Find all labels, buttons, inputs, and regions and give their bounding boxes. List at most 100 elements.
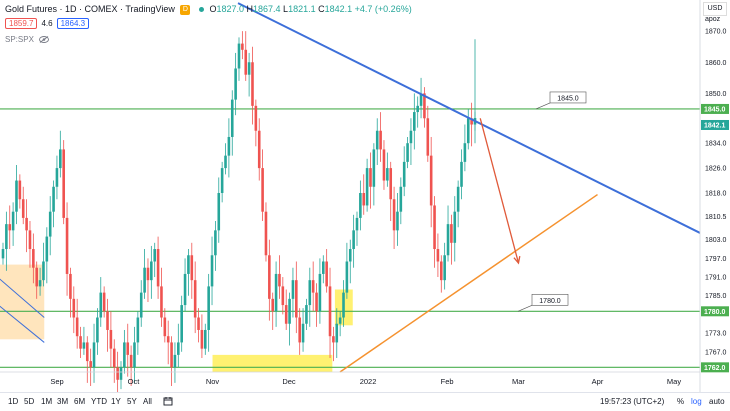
candle-128: [433, 196, 436, 268]
trendline-flag-bottom[interactable]: [0, 293, 45, 343]
candle-46: [156, 236, 160, 299]
buy-price-button[interactable]: 1864.3: [56, 18, 90, 29]
candle-38: [129, 345, 133, 387]
clock[interactable]: 19:57:23 (UTC+2): [600, 397, 665, 406]
percent-toggle[interactable]: %: [677, 397, 685, 406]
candle-117: [396, 193, 399, 246]
projection-arrow[interactable]: [479, 118, 521, 265]
candle-50: [170, 336, 173, 387]
candle-24: [82, 326, 86, 355]
y-tick-label-10: 1850.0: [705, 91, 727, 98]
candle-54: [183, 258, 187, 312]
y-tick-label-11: 1860.0: [705, 60, 727, 67]
range-button-ytd[interactable]: YTD: [91, 397, 107, 406]
candle-100: [338, 311, 342, 337]
candle-20: [69, 267, 72, 318]
x-axis: Sep Oct Nov Dec 2022 Feb Mar Apr May: [0, 371, 700, 386]
candle-55: [187, 249, 190, 296]
candle-95: [321, 255, 325, 284]
range-button-5y[interactable]: 5Y: [127, 397, 137, 406]
level-axis-label-2: 1762.0: [701, 362, 729, 373]
log-toggle[interactable]: log: [691, 397, 702, 406]
y-tick-label-5: 1803.0: [705, 237, 727, 244]
level-label-0: 1845.0: [535, 91, 587, 110]
sell-price-button[interactable]: 1859.7: [5, 18, 38, 29]
candle-12: [42, 242, 45, 287]
symbol-title[interactable]: Gold Futures · 1D · COMEX · TradingView: [5, 4, 175, 14]
candle-121: [409, 118, 413, 165]
range-button-6m[interactable]: 6M: [74, 397, 86, 406]
range-button-1y[interactable]: 1Y: [111, 397, 121, 406]
candle-56: [190, 242, 194, 299]
currency-button[interactable]: USD: [703, 2, 727, 16]
trendline-support[interactable]: [339, 193, 598, 373]
range-button-1d[interactable]: 1D: [8, 397, 19, 406]
candle-99: [335, 308, 339, 358]
candle-71: [241, 31, 244, 60]
x-tick-label-1: Oct: [128, 377, 141, 386]
svg-text:1780.0: 1780.0: [704, 309, 726, 316]
candle-81: [274, 261, 278, 327]
candle-89: [301, 308, 305, 352]
ohlc-values: O1827.0 H1867.4 L1821.1 C1842.1 +4.7 (+0…: [209, 4, 412, 14]
trendline-flag-top[interactable]: [0, 265, 45, 318]
candle-91: [308, 267, 312, 327]
candle-74: [251, 46, 254, 125]
candle-10: [35, 261, 39, 299]
candle-138: [466, 108, 470, 150]
candle-122: [413, 93, 416, 150]
candle-51: [173, 342, 177, 383]
candle-96: [325, 249, 328, 293]
candle-30: [102, 286, 106, 318]
candle-7: [25, 199, 28, 253]
y-tick-label-1: 1773.0: [705, 331, 727, 338]
last-price-label: 1842.1: [701, 119, 729, 130]
y-tick-label-12: 1870.0: [705, 29, 727, 36]
candle-102: [345, 242, 349, 299]
candle-65: [220, 161, 224, 203]
compare-symbol[interactable]: SP:SPX: [5, 35, 50, 44]
eye-icon[interactable]: [39, 36, 50, 44]
candle-62: [210, 236, 214, 306]
level-axis-label-0: 1845.0: [701, 103, 729, 114]
candle-1: [5, 211, 8, 271]
candle-80: [271, 292, 275, 330]
bottom-toolbar: 1D 5D 1M 3M 6M YTD 1Y 5Y All 19:57:23 (UTC+2) % …: [0, 392, 730, 411]
auto-toggle[interactable]: auto: [709, 397, 725, 406]
candle-5: [18, 174, 22, 209]
candle-42: [143, 249, 146, 299]
candle-67: [227, 118, 231, 178]
x-tick-label-7: Apr: [592, 377, 604, 386]
candle-60: [203, 323, 207, 355]
candle-76: [257, 118, 261, 181]
candle-78: [264, 202, 268, 262]
y-axis[interactable]: 1767.0 1773.0 1785.0 1791.0 1797.0 1803.0 1810…: [699, 0, 730, 392]
candle-16: [55, 155, 59, 200]
range-button-all[interactable]: All: [143, 397, 152, 406]
candle-84: [284, 289, 288, 330]
level-axis-label-1: 1780.0: [701, 306, 729, 317]
calendar-range-icon[interactable]: [163, 396, 173, 406]
range-button-3m[interactable]: 3M: [57, 397, 69, 406]
spread-value: 4.6: [41, 19, 53, 28]
candle-113: [382, 140, 386, 190]
x-tick-label-5: Feb: [441, 377, 454, 386]
candle-83: [281, 277, 285, 315]
x-tick-label-2: Nov: [206, 377, 220, 386]
range-button-1m[interactable]: 1M: [41, 397, 53, 406]
candle-90: [305, 298, 308, 330]
y-tick-label-2: 1785.0: [705, 293, 727, 300]
range-button-5d[interactable]: 5D: [24, 397, 35, 406]
candles: [1, 31, 477, 393]
candle-21: [72, 286, 76, 334]
candle-57: [193, 261, 197, 334]
candle-25: [85, 336, 89, 383]
open-value: 1827.0: [216, 4, 244, 14]
candle-79: [268, 239, 271, 321]
horizontal-levels: 1845.0 1780.0: [0, 91, 700, 368]
trendline-resistance[interactable]: [237, 2, 721, 244]
candle-93: [315, 283, 318, 327]
candle-92: [311, 261, 315, 312]
y-tick-label-8: 1826.0: [705, 166, 727, 173]
